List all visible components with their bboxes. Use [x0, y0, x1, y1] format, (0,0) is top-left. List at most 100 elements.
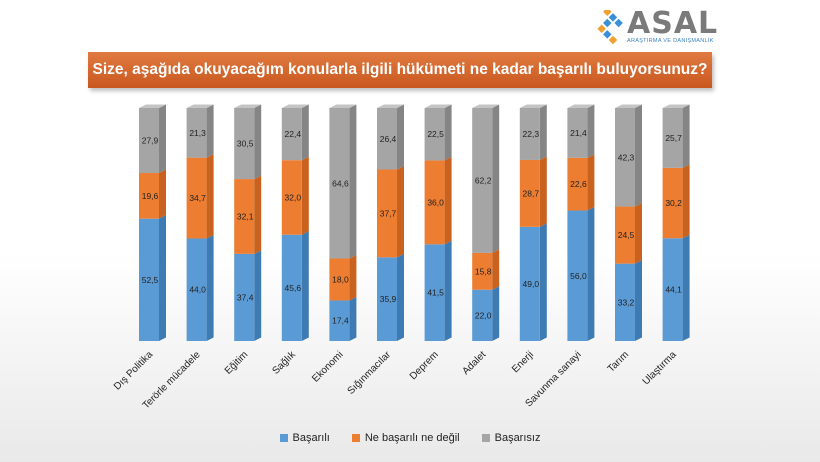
bar-segment-side — [397, 104, 404, 170]
data-label: 41,5 — [427, 288, 444, 298]
data-label: 62,2 — [475, 175, 492, 185]
bar-segment-side — [444, 240, 452, 341]
asal-logo-icon — [597, 10, 623, 45]
data-label: 19,6 — [142, 191, 159, 201]
data-label: 21,4 — [570, 128, 587, 138]
legend-label: Başarısız — [494, 432, 541, 444]
data-label: 56,0 — [570, 271, 587, 281]
bar-segment-side — [539, 156, 547, 227]
bar-segment — [329, 108, 350, 259]
data-label: 22,6 — [570, 179, 587, 189]
data-label: 44,1 — [665, 285, 682, 295]
data-label: 42,3 — [618, 152, 635, 162]
bar-segment — [281, 160, 302, 235]
bar-top-cap — [281, 104, 309, 108]
data-label: 37,4 — [237, 292, 254, 302]
data-label: 44,0 — [189, 285, 206, 295]
data-label: 15,8 — [475, 266, 492, 276]
bar-segment — [139, 108, 159, 174]
bar-segment-side — [635, 104, 642, 207]
data-label: 52,5 — [142, 275, 159, 285]
bar-segment — [329, 258, 350, 301]
bar-segment — [424, 160, 445, 245]
bar-segment-side — [587, 104, 595, 158]
category-label: Ulaştırma — [641, 349, 679, 387]
category-label: Dış Politika — [112, 349, 155, 392]
bar-top-cap — [567, 104, 595, 108]
category-label: Sığınmacılar — [346, 349, 394, 397]
bar-segment-side — [159, 104, 166, 174]
bar-segment-side — [492, 286, 500, 341]
bar-segment-side — [682, 104, 690, 168]
bar-segment — [519, 108, 540, 160]
bar-top-cap — [329, 104, 357, 108]
bar-segment-side — [159, 169, 166, 219]
bar-segment — [377, 169, 397, 258]
data-label: 45,6 — [285, 283, 302, 293]
bar-segment-side — [492, 249, 500, 290]
bar-segment — [234, 179, 255, 254]
bar-segment — [377, 257, 397, 341]
data-label: 24,5 — [618, 230, 635, 240]
bar-segment-side — [444, 104, 452, 161]
category-label: Ekonomi — [310, 349, 345, 384]
bar-segment — [234, 108, 255, 180]
data-label: 30,5 — [237, 139, 254, 149]
data-label: 22,4 — [285, 129, 302, 139]
bar-segment — [519, 159, 540, 227]
chart-title-banner: Size, aşağıda okuyacağım konularla ilgil… — [88, 52, 712, 88]
bar-segment-side — [349, 104, 357, 259]
category-label: Eğitim — [223, 349, 250, 376]
category-label: Tarım — [606, 349, 631, 374]
bar-top-cap — [615, 104, 642, 108]
bar-segment — [281, 234, 302, 341]
legend-label: Ne başarılı ne değil — [364, 432, 460, 444]
data-label: 35,9 — [380, 294, 397, 304]
bar-segment-side — [682, 164, 690, 239]
bar-segment — [472, 108, 493, 253]
data-label: 22,3 — [523, 129, 540, 139]
bar-segment — [615, 108, 635, 207]
category-label: Deprem — [408, 349, 441, 382]
data-label: 64,6 — [332, 178, 349, 188]
data-label: 25,7 — [665, 133, 682, 143]
bar-segment-side — [206, 234, 214, 341]
legend-swatch — [351, 434, 360, 442]
bar-top-cap — [519, 104, 547, 108]
legend-item: Başarısız — [481, 432, 541, 444]
bar-segment — [662, 238, 683, 341]
bar-top-cap — [377, 104, 404, 108]
data-label: 49,0 — [523, 279, 540, 289]
data-label: 30,2 — [665, 198, 682, 208]
bar-segment-side — [349, 255, 357, 301]
bar-segment-side — [682, 234, 690, 341]
chart-title: Size, aşağıda okuyacağım konularla ilgil… — [92, 61, 708, 78]
bar-segment — [567, 108, 588, 158]
bar-top-cap — [662, 104, 690, 108]
bar-segment-side — [539, 104, 547, 160]
bar-segment-side — [254, 250, 262, 341]
bar-segment-side — [301, 104, 309, 161]
data-label: 22,5 — [427, 129, 444, 139]
bar-segment — [377, 108, 397, 170]
category-label: Enerji — [510, 349, 536, 375]
bar-top-cap — [186, 104, 214, 108]
brand-name: ASAL — [627, 6, 719, 41]
legend-swatch — [279, 434, 288, 442]
data-label: 37,7 — [380, 208, 397, 218]
bar-segment — [234, 253, 255, 341]
bar-segment-side — [301, 156, 309, 235]
data-label: 33,2 — [618, 297, 635, 307]
bar-top-cap — [234, 104, 262, 108]
bar-segment-side — [635, 260, 642, 341]
bar-top-cap — [139, 104, 166, 108]
bar-segment — [615, 263, 635, 341]
bar-segment — [139, 173, 159, 219]
bar-segment — [186, 238, 207, 341]
category-label: Sağlık — [270, 349, 298, 377]
bar-segment — [186, 108, 207, 158]
bar-segment — [567, 157, 588, 211]
legend-item: Ne başarılı ne değil — [351, 432, 460, 444]
data-label: 34,7 — [189, 193, 206, 203]
